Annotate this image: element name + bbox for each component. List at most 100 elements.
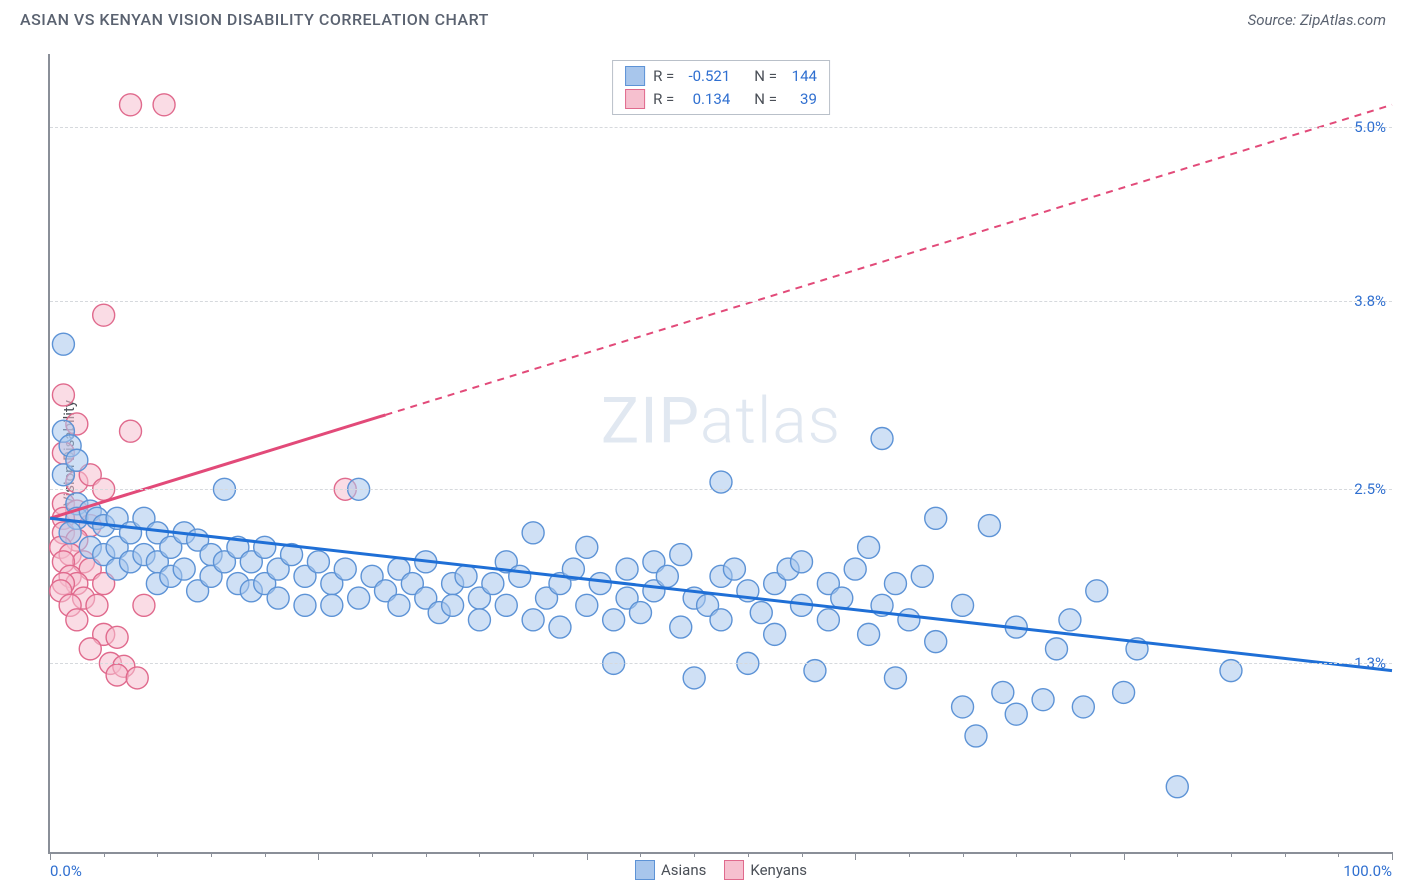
point-asian (911, 565, 933, 587)
point-kenyan (86, 594, 108, 616)
x-tick-minor (748, 852, 749, 857)
n-value: 144 (785, 65, 817, 88)
point-asian (66, 449, 88, 471)
x-tick-major (1392, 852, 1393, 860)
legend-item-asians: Asians (635, 860, 706, 880)
point-asian (791, 551, 813, 573)
point-kenyan (66, 609, 88, 631)
point-asian (52, 333, 74, 355)
point-asian (898, 609, 920, 631)
trend-pink-solid (50, 415, 386, 518)
r-label: R = (653, 88, 674, 111)
swatch-blue (625, 66, 645, 86)
r-value: -0.521 (682, 65, 730, 88)
point-kenyan (52, 384, 74, 406)
point-asian (388, 594, 410, 616)
trend-pink-dashed (386, 105, 1393, 415)
chart-area: Vision Disability ZIPatlas R = -0.521 N … (48, 54, 1392, 854)
x-tick-minor (1231, 852, 1232, 857)
n-label: N = (754, 88, 777, 111)
legend-item-kenyans: Kenyans (724, 860, 807, 880)
point-asian (307, 551, 329, 573)
point-asian (254, 536, 276, 558)
series-legend: Asians Kenyans (635, 860, 807, 880)
point-asian (509, 565, 531, 587)
x-tick-minor (909, 852, 910, 857)
point-kenyan (153, 94, 175, 116)
gridline (50, 663, 1392, 664)
x-tick-minor (533, 852, 534, 857)
point-asian (710, 609, 732, 631)
x-tick-minor (479, 852, 480, 857)
point-kenyan (120, 420, 142, 442)
point-asian (321, 594, 343, 616)
point-asian (844, 558, 866, 580)
y-tick-label: 2.5% (1354, 480, 1386, 498)
point-asian (576, 536, 598, 558)
x-tick-minor (104, 852, 105, 857)
y-tick-label: 3.8% (1354, 292, 1386, 310)
point-asian (1113, 681, 1135, 703)
x-axis-start-label: 0.0% (50, 862, 82, 880)
legend-label: Asians (661, 861, 706, 879)
point-asian (1086, 580, 1108, 602)
point-asian (670, 616, 692, 638)
point-asian (334, 558, 356, 580)
legend-row-blue: R = -0.521 N = 144 (625, 65, 817, 88)
x-tick-minor (802, 852, 803, 857)
point-asian (670, 544, 692, 566)
swatch-pink (625, 89, 645, 109)
point-asian (884, 667, 906, 689)
point-asian (495, 594, 517, 616)
point-asian (629, 602, 651, 624)
point-asian (871, 427, 893, 449)
x-tick-minor (157, 852, 158, 857)
legend-row-pink: R = 0.134 N = 39 (625, 88, 817, 111)
point-asian (173, 558, 195, 580)
point-asian (1166, 776, 1188, 798)
x-tick-minor (1016, 852, 1017, 857)
y-tick-label: 5.0% (1354, 118, 1386, 136)
point-kenyan (106, 664, 128, 686)
point-asian (831, 587, 853, 609)
n-label: N = (754, 65, 777, 88)
x-tick-minor (1070, 852, 1071, 857)
point-asian (965, 725, 987, 747)
x-tick-minor (640, 852, 641, 857)
point-asian (589, 573, 611, 595)
point-asian (992, 681, 1014, 703)
point-kenyan (93, 304, 115, 326)
x-tick-minor (265, 852, 266, 857)
point-asian (348, 587, 370, 609)
point-asian (294, 594, 316, 616)
x-axis-end-label: 100.0% (1343, 862, 1392, 880)
point-asian (468, 609, 490, 631)
point-asian (1072, 696, 1094, 718)
point-asian (683, 667, 705, 689)
point-kenyan (120, 94, 142, 116)
x-tick-minor (1338, 852, 1339, 857)
n-value: 39 (785, 88, 817, 111)
point-asian (952, 594, 974, 616)
point-asian (1005, 703, 1027, 725)
x-tick-minor (1177, 852, 1178, 857)
x-tick-major (318, 852, 319, 860)
y-tick-label: 1.3% (1354, 654, 1386, 672)
x-tick-minor (372, 852, 373, 857)
source-label: Source: ZipAtlas.com (1248, 11, 1386, 29)
point-asian (549, 616, 571, 638)
point-asian (1032, 689, 1054, 711)
swatch-pink (724, 860, 744, 880)
point-asian (522, 522, 544, 544)
point-asian (59, 522, 81, 544)
point-asian (267, 587, 289, 609)
point-asian (455, 565, 477, 587)
point-kenyan (133, 594, 155, 616)
point-asian (978, 515, 1000, 537)
swatch-blue (635, 860, 655, 880)
point-asian (656, 565, 678, 587)
point-asian (576, 594, 598, 616)
point-asian (764, 623, 786, 645)
x-tick-major (587, 852, 588, 860)
point-kenyan (106, 626, 128, 648)
